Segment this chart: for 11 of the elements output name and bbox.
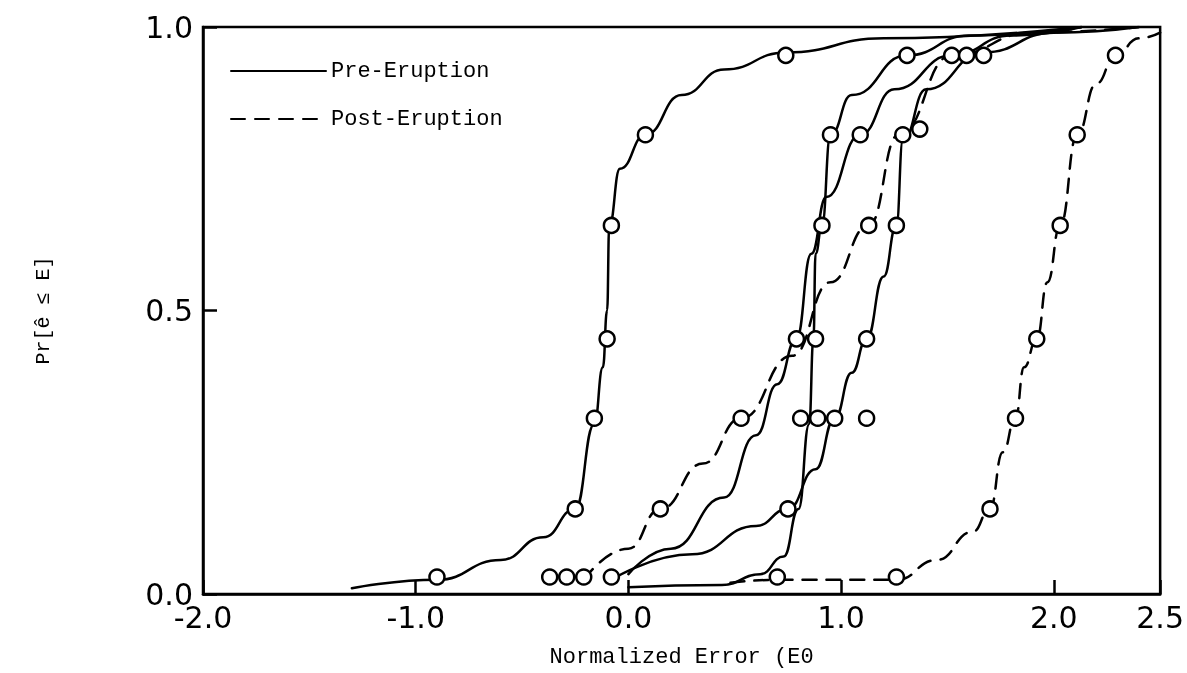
y-axis-title: Pr[ê ≤ E]: [31, 256, 55, 365]
legend-label: Pre-Eruption: [331, 58, 490, 84]
legend-label: Post-Eruption: [331, 106, 503, 132]
x-tick-label: 0.0: [604, 599, 653, 635]
y-tick-label: 1.0: [145, 9, 193, 45]
x-tick-label: -1.0: [386, 599, 445, 635]
y-tick-label: 0.5: [145, 293, 193, 328]
x-tick-label: 2.5: [1136, 599, 1184, 635]
x-tick-label: 1.0: [817, 599, 865, 635]
x-tick-label: 2.0: [1029, 599, 1078, 635]
x-axis-title: Normalized Error (E0: [549, 644, 814, 670]
